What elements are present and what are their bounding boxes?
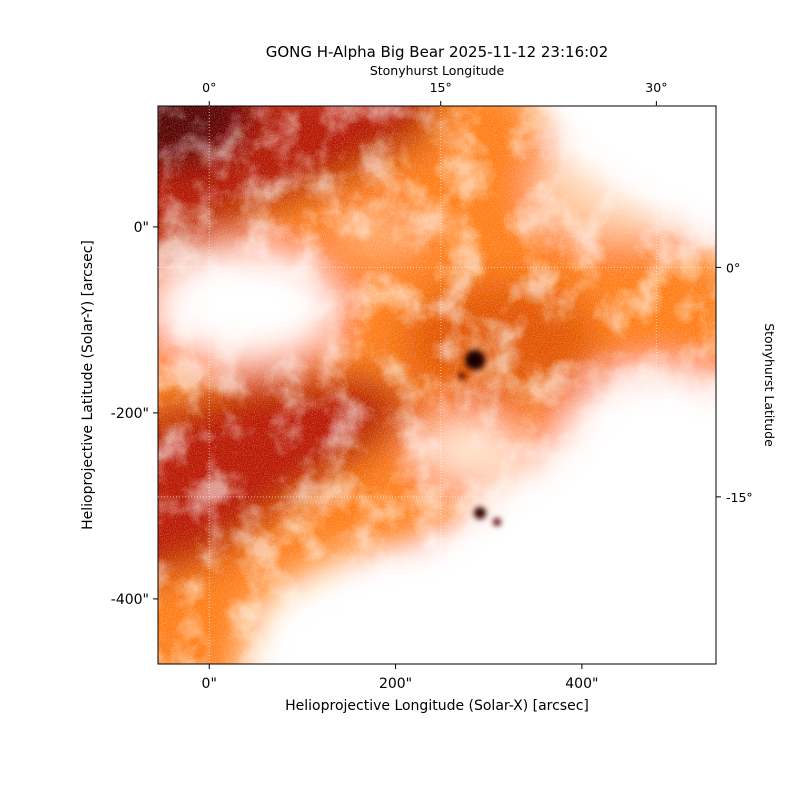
y-tick-label: 0" (134, 220, 149, 236)
top-axis-label: Stonyhurst Longitude (370, 63, 505, 78)
right-axis-label: Stonyhurst Latitude (762, 323, 777, 447)
y-axis-label: Helioprojective Latitude (Solar-Y) [arcs… (80, 240, 96, 530)
x-axis-label: Helioprojective Longitude (Solar-X) [arc… (285, 698, 589, 714)
chart-title: GONG H-Alpha Big Bear 2025-11-12 23:16:0… (266, 43, 609, 61)
right-tick-label: -15° (726, 490, 753, 505)
y-tick-label: -200" (111, 406, 149, 422)
top-tick-label: 15° (430, 80, 452, 95)
top-tick-label: 0° (202, 80, 216, 95)
x-tick-label: 0" (202, 676, 217, 692)
top-tick-label: 30° (645, 80, 667, 95)
right-tick-label: 0° (726, 260, 740, 275)
plot-frame (157, 105, 717, 665)
x-tick-label: 400" (565, 676, 598, 692)
solar-image (158, 106, 716, 664)
y-tick-label: -400" (111, 592, 149, 608)
x-tick-label: 200" (379, 676, 412, 692)
